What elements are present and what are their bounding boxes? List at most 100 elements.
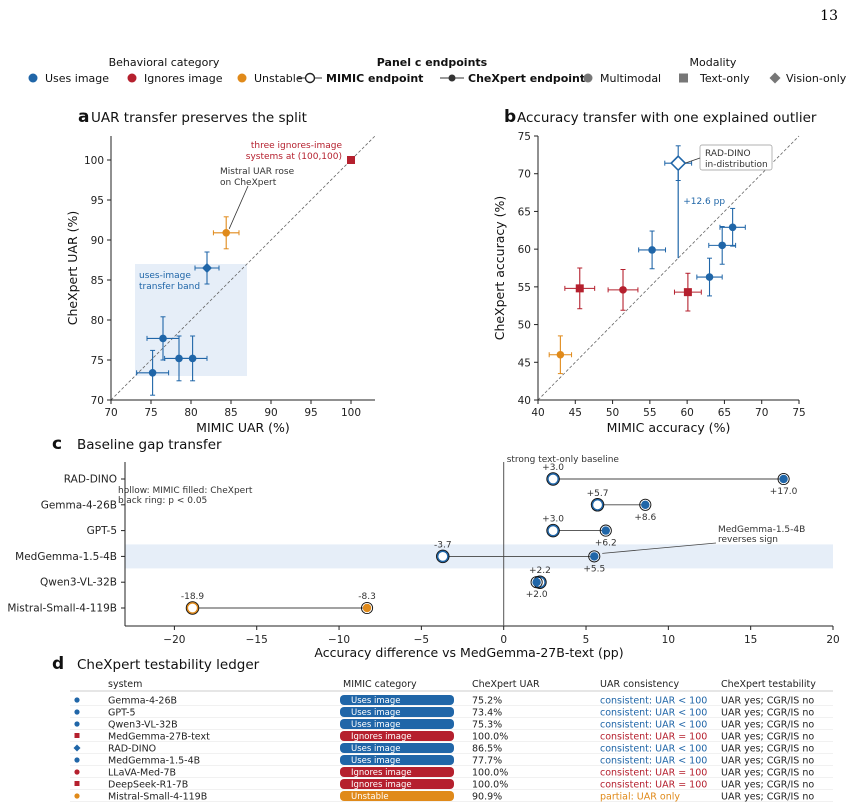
- y-tick-label: 55: [518, 282, 531, 294]
- identity-diagonal: [110, 135, 376, 401]
- reversal-callout: reverses sign: [718, 535, 778, 545]
- ledger-system: MedGemma-27B-text: [108, 732, 210, 743]
- legend-ignores-label: Ignores image: [144, 72, 223, 85]
- x-tick-label: 75: [792, 407, 805, 419]
- significance-ring: [530, 576, 543, 589]
- ledger-row-marker: [74, 793, 80, 799]
- data-point: [202, 263, 212, 273]
- x-tick-label: 70: [755, 407, 768, 419]
- panel-title: Accuracy transfer with one explained out…: [517, 110, 817, 126]
- ledger-row-marker: [74, 781, 80, 786]
- band-label: uses-image: [139, 271, 191, 281]
- mimic-endpoint: [547, 472, 560, 485]
- ledger-system: GPT-5: [108, 708, 136, 719]
- legend-multimodal-label: Multimodal: [600, 72, 661, 85]
- y-tick-label: 70: [91, 395, 104, 407]
- legend-mimic-label: MIMIC endpoint: [326, 72, 423, 85]
- chexpert-endpoint: [590, 552, 599, 561]
- row-label: Qwen3-VL-32B: [40, 577, 117, 589]
- x-tick-label: 5: [583, 634, 590, 646]
- significance-ring: [639, 498, 652, 511]
- significance-ring: [546, 472, 560, 486]
- panel-letter: c: [52, 434, 62, 454]
- chexpert-endpoint: [362, 603, 372, 613]
- x-tick-label: 20: [826, 634, 839, 646]
- x-tick-label: 15: [744, 634, 757, 646]
- rad-dino-callout-text: in-distribution: [705, 160, 768, 170]
- chexpert-value-label: +6.2: [595, 539, 617, 549]
- ledger-category-pill: [340, 791, 454, 801]
- x-tick-label: 50: [606, 407, 619, 419]
- data-point: [188, 354, 197, 363]
- mimic-endpoint: [436, 550, 449, 563]
- ledger-consistency: consistent: UAR < 100: [600, 708, 707, 719]
- x-tick-label: −20: [163, 634, 185, 646]
- annotation-mistral: Mistral UAR rose: [220, 167, 295, 177]
- ledger-row-marker: [74, 757, 80, 763]
- ledger-uar: 90.9%: [472, 792, 502, 803]
- y-tick-label: 50: [518, 320, 531, 332]
- chexpert-endpoint: [779, 474, 788, 484]
- ledger-consistency: consistent: UAR < 100: [600, 756, 707, 767]
- legend-uses-marker: [28, 73, 38, 83]
- ledger-category-pill: [340, 767, 454, 777]
- ledger-testability: UAR yes; CGR/IS no: [721, 780, 814, 791]
- legend-uses-label: Uses image: [45, 72, 109, 85]
- ledger-uar: 73.4%: [472, 708, 502, 719]
- ledger-uar: 100.0%: [472, 780, 508, 791]
- significance-ring: [436, 549, 450, 564]
- ledger-category-pill: [340, 695, 454, 705]
- ledger-testability: UAR yes; CGR/IS no: [721, 696, 814, 707]
- ledger-system: LLaVA-Med-7B: [108, 768, 176, 779]
- data-point: [705, 273, 714, 281]
- legend-mimic-marker: [304, 72, 316, 84]
- ledger-column-header: MIMIC category: [343, 679, 417, 690]
- data-point: [670, 155, 687, 172]
- outlier-shift-label: +12.6 pp: [683, 197, 725, 207]
- y-tick-label: 45: [518, 357, 531, 369]
- ledger-testability: UAR yes; CGR/IS no: [721, 768, 814, 779]
- ledger-category-pill: [340, 731, 454, 741]
- significance-ring: [546, 523, 560, 538]
- ledger-category-pill: [340, 743, 454, 753]
- significance-ring: [590, 498, 605, 512]
- legend-chexpert-label: CheXpert endpoint: [468, 72, 585, 85]
- ledger-system: Gemma-4-26B: [108, 696, 177, 707]
- y-tick-label: 80: [91, 315, 104, 327]
- band-label: transfer band: [139, 282, 200, 292]
- data-point: [718, 241, 726, 250]
- row-label: RAD-DINO: [64, 474, 117, 486]
- annotation-mistral: on CheXpert: [220, 178, 277, 188]
- panel-d-ledger: d CheXpert testability ledger system MIMIC …: [52, 654, 833, 803]
- legend-behavioral-title: Behavioral category: [109, 56, 220, 69]
- panel-title: Baseline gap transfer: [77, 437, 222, 453]
- x-tick-label: 40: [531, 407, 544, 419]
- ledger-category-label: Uses image: [351, 756, 401, 766]
- ledger-row-marker: [74, 769, 80, 775]
- annotation-ignores: systems at (100,100): [246, 152, 342, 162]
- mimic-endpoint: [591, 498, 604, 511]
- x-axis-title: MIMIC UAR (%): [196, 420, 290, 435]
- data-point: [683, 288, 692, 297]
- data-point: [648, 246, 656, 254]
- ledger-testability: UAR yes; CGR/IS no: [721, 708, 814, 719]
- identity-diagonal: [537, 135, 800, 401]
- ledger-title: CheXpert testability ledger: [77, 657, 260, 673]
- data-point: [619, 286, 627, 294]
- ledger-category-label: Ignores image: [351, 780, 412, 790]
- ledger-category-label: Unstable: [351, 792, 389, 802]
- x-tick-label: −10: [328, 634, 350, 646]
- ledger-system: MedGemma-1.5-4B: [108, 756, 200, 767]
- legend-textonly-marker: [679, 73, 688, 83]
- y-tick-label: 75: [518, 131, 531, 143]
- y-tick-label: 65: [518, 206, 531, 218]
- rad-dino-callout-box: [699, 144, 773, 171]
- y-tick-label: 90: [91, 235, 104, 247]
- panel-letter: d: [52, 654, 64, 674]
- x-tick-label: 100: [341, 407, 361, 419]
- ledger-category-label: Ignores image: [351, 732, 412, 742]
- legend-chexpert-marker: [448, 74, 456, 82]
- y-axis-title: CheXpert accuracy (%): [492, 196, 507, 341]
- x-tick-label: 85: [224, 407, 237, 419]
